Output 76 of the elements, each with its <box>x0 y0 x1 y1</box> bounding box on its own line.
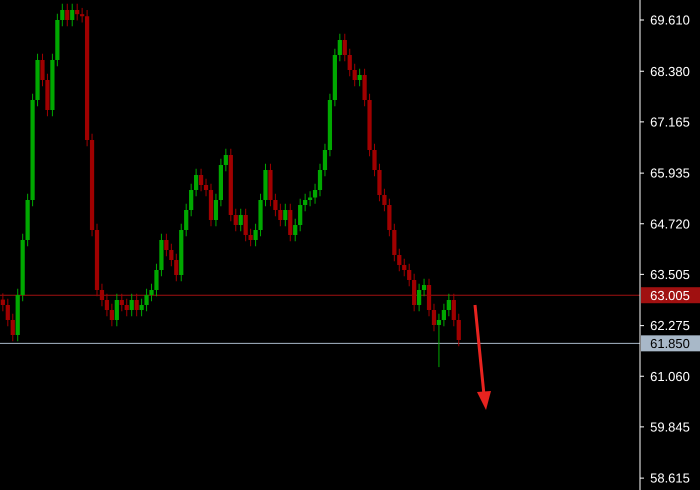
candlestick <box>6 298 10 327</box>
candlestick <box>382 188 387 212</box>
y-tick-label: 68.380 <box>650 64 690 79</box>
candlestick <box>104 293 110 317</box>
candlestick <box>436 313 442 368</box>
candlestick <box>446 293 451 317</box>
candlestick <box>348 48 352 77</box>
candlestick <box>224 148 228 172</box>
candlestick <box>397 248 402 272</box>
candlestick <box>293 218 298 242</box>
y-tick-label: 62.275 <box>650 318 690 334</box>
ref-line-label: 61.850 <box>650 336 690 351</box>
candlestick <box>184 203 188 237</box>
candlestick <box>342 33 347 62</box>
candlestick <box>169 243 174 267</box>
candlestick <box>234 208 238 232</box>
y-tick-label: 61.060 <box>650 368 690 384</box>
candlestick <box>338 33 342 62</box>
y-tick-label: 65.935 <box>650 166 690 181</box>
candlestick <box>70 3 74 27</box>
candlestick <box>65 3 70 27</box>
candlestick <box>198 168 204 192</box>
candlestick <box>244 208 248 242</box>
candlestick <box>149 283 154 302</box>
y-tick-label: 59.845 <box>650 419 690 434</box>
candlestick <box>80 7 84 23</box>
candlestick <box>124 298 129 317</box>
candlestick <box>283 203 288 227</box>
candlestick <box>110 303 114 327</box>
y-tick-label: 69.610 <box>650 12 690 28</box>
candlestick <box>10 313 15 342</box>
candlestick <box>189 183 194 217</box>
candlestick <box>422 278 426 297</box>
candlestick <box>312 183 318 204</box>
candlestick <box>0 292 5 312</box>
candlestick <box>130 293 134 317</box>
candlestick <box>432 303 436 332</box>
candlestick <box>204 178 208 197</box>
candlestick <box>298 198 302 232</box>
candlestick <box>402 258 406 277</box>
candlestick <box>372 143 377 177</box>
candlestick <box>154 263 159 297</box>
candlestick <box>322 143 328 177</box>
candlestick <box>238 208 243 232</box>
candlestick <box>120 293 124 312</box>
candlestick <box>75 3 80 21</box>
candlestick <box>214 193 218 227</box>
candlestick <box>248 228 253 247</box>
candlestick <box>194 168 198 197</box>
candlestick <box>60 3 64 27</box>
candlestick <box>407 263 412 287</box>
candlestick <box>417 283 422 312</box>
candlestick <box>318 163 322 197</box>
candlestick <box>174 253 178 282</box>
candlestick <box>442 303 446 327</box>
ref-line-label: 63.005 <box>650 288 690 303</box>
y-tick-label: 58.615 <box>650 470 690 486</box>
candlestick <box>278 203 282 227</box>
candlestick <box>144 288 149 312</box>
candlestick <box>164 233 168 257</box>
candlestick <box>100 283 104 307</box>
candlestick <box>456 313 461 347</box>
candlestick <box>308 190 312 207</box>
candlestick <box>352 63 357 87</box>
candlestick <box>134 293 139 317</box>
y-tick-label: 64.720 <box>650 216 690 232</box>
candlestick <box>253 223 258 247</box>
candlestick <box>40 53 45 87</box>
candlestick <box>273 193 278 217</box>
y-tick-label: 67.165 <box>650 114 690 130</box>
candlestick <box>358 68 362 87</box>
candlestick <box>452 293 456 327</box>
candlestick <box>139 298 144 317</box>
candlestick <box>303 193 308 212</box>
candlestick <box>114 293 119 327</box>
y-tick-label: 63.505 <box>650 266 690 282</box>
